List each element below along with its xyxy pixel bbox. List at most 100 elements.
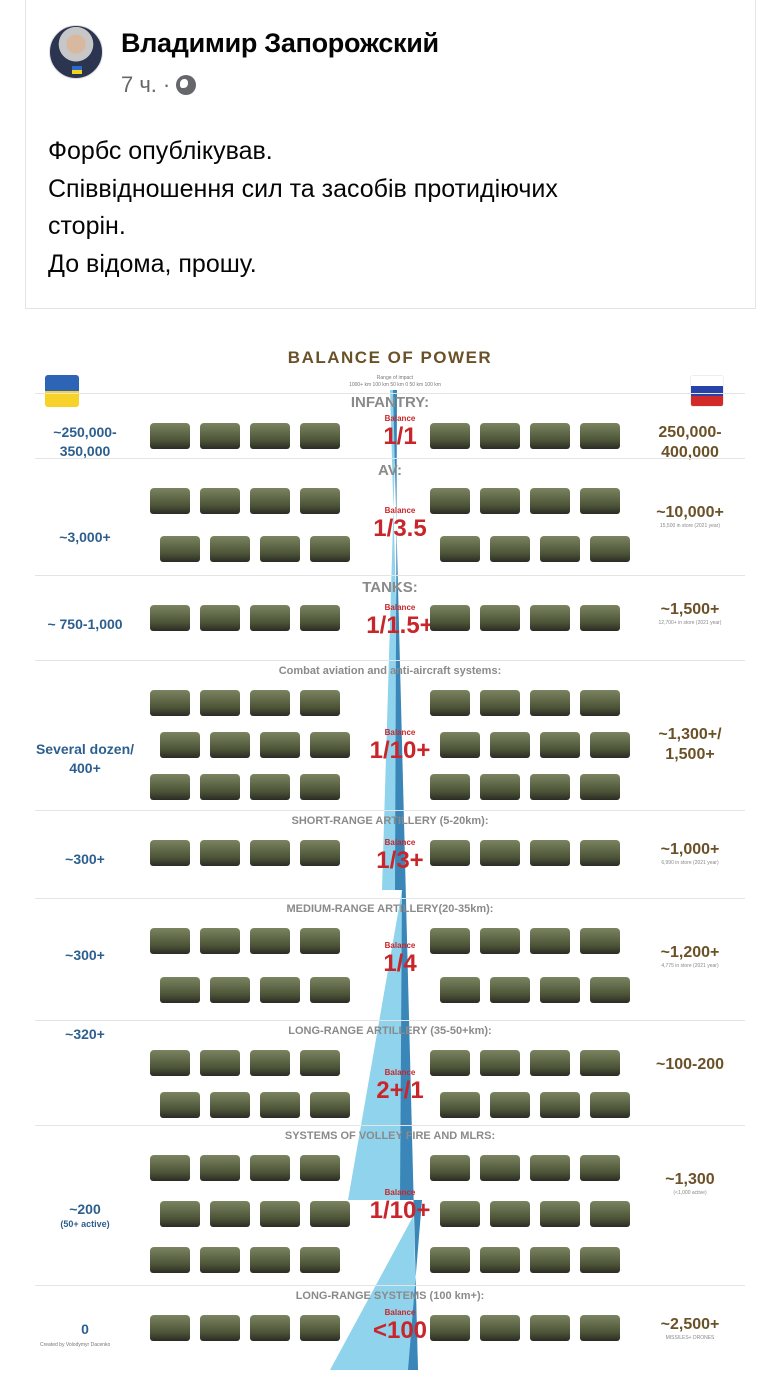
russia-count: ~1,300: [665, 1171, 715, 1188]
vehicle-image: [440, 1091, 480, 1118]
section-heading: INFANTRY:: [350, 394, 430, 411]
post-text-line: Форбс опублікував.: [48, 137, 273, 165]
vehicle-image: [150, 1155, 190, 1181]
vehicle-image: [430, 1155, 470, 1181]
russia-count: ~10,000+: [656, 504, 724, 521]
vehicle-image: [480, 840, 520, 866]
balance-ratio: Balance 2+/1: [360, 1068, 440, 1104]
vehicle-image: [200, 423, 240, 449]
section: AV: ~3,000+ ~10,000+ 15,500 in store (202…: [30, 458, 750, 575]
vehicle-image: [200, 840, 240, 866]
vehicle-image: [150, 1050, 190, 1076]
vehicle-image: [150, 840, 190, 866]
range-label: Range of impact: [376, 375, 414, 381]
vehicle-image: [430, 605, 470, 631]
vehicle-image: [160, 535, 200, 562]
vehicle-image: [490, 732, 530, 758]
vehicle-image: [150, 423, 190, 449]
vehicle-image: [530, 488, 570, 514]
vehicle-image: [580, 928, 620, 954]
russia-count: ~1,300+/ 1,500+: [658, 726, 722, 763]
section-heading: SYSTEMS OF VOLLEY FIRE AND MLRS:: [284, 1130, 496, 1142]
divider: [35, 898, 745, 899]
vehicle-image: [300, 1155, 340, 1181]
vehicle-image: [300, 1315, 340, 1341]
vehicle-image: [300, 690, 340, 716]
vehicle-image: [580, 1247, 620, 1273]
ukraine-note: (50+ active): [60, 1219, 110, 1229]
vehicle-image: [530, 1155, 570, 1181]
vehicle-image: [490, 1201, 530, 1227]
vehicle-image: [490, 535, 530, 562]
vehicle-image: [430, 840, 470, 866]
balance-ratio: Balance 1/3.5: [360, 506, 440, 542]
post-text: Форбс опублікував. Співвідношення сил та…: [48, 133, 558, 283]
vehicle-image: [480, 1050, 520, 1076]
vehicle-image: [250, 1247, 290, 1273]
ukraine-flag-icon: [45, 375, 79, 407]
section-heading: LONG-RANGE ARTILLERY (35-50+km):: [288, 1025, 492, 1037]
vehicle-image: [250, 1050, 290, 1076]
author-name[interactable]: Владимир Запорожский: [121, 28, 439, 58]
vehicle-image: [250, 605, 290, 631]
russia-value: ~1,300 (<1,000 active): [635, 1170, 745, 1197]
vehicle-image: [530, 423, 570, 449]
vehicle-image: [250, 1155, 290, 1181]
ukraine-value: ~250,000-350,000: [35, 423, 135, 461]
vehicle-image: [310, 977, 350, 1003]
russia-count: ~100-200: [655, 1056, 725, 1073]
russia-value: 250,000-400,000: [635, 423, 745, 463]
russia-note: 12,700+ in store (2021 year): [658, 620, 722, 626]
section-heading: SHORT-RANGE ARTILLERY (5-20km):: [291, 815, 489, 827]
vehicle-image: [440, 1201, 480, 1227]
range-ticks: 1000+ km 100 km 50 km 0 50 km 100 km: [349, 382, 441, 388]
vehicle-image: [200, 488, 240, 514]
vehicle-image: [580, 488, 620, 514]
infographic-image[interactable]: BALANCE OF POWER Range of impact 1000+ k…: [30, 330, 750, 1375]
divider: [35, 1125, 745, 1126]
globe-icon: [176, 75, 197, 95]
post-card: Владимир Запорожский 7 ч. · Форбс опублі…: [25, 0, 756, 309]
vehicle-image: [200, 928, 240, 954]
section-heading: AV:: [378, 462, 402, 479]
vehicle-image: [250, 840, 290, 866]
divider: [35, 1020, 745, 1021]
balance-label: Balance: [384, 941, 416, 950]
balance-ratio: Balance 1/1: [360, 414, 440, 450]
balance-ratio: Balance 1/10+: [360, 728, 440, 764]
vehicle-image: [530, 690, 570, 716]
post-time[interactable]: 7 ч.: [121, 72, 157, 97]
vehicle-image: [150, 1315, 190, 1341]
vehicle-image: [530, 605, 570, 631]
vehicle-image: [300, 605, 340, 631]
vehicle-image: [150, 488, 190, 514]
russia-count: ~2,500+: [660, 1316, 720, 1333]
vehicle-image: [160, 1201, 200, 1227]
ukraine-value: ~300+: [35, 850, 135, 869]
vehicle-image: [540, 732, 580, 758]
vehicle-image: [310, 1201, 350, 1227]
avatar[interactable]: [49, 25, 103, 79]
section: INFANTRY: ~250,000-350,000 250,000-400,0…: [30, 393, 750, 461]
vehicle-image: [250, 928, 290, 954]
vehicle-image: [580, 840, 620, 866]
vehicle-image: [480, 605, 520, 631]
ratio-value: 1/10+: [369, 1197, 431, 1224]
vehicle-image: [300, 423, 340, 449]
section: SHORT-RANGE ARTILLERY (5-20km): ~300+ ~1…: [30, 810, 750, 895]
ukraine-value: ~320+: [35, 1025, 135, 1044]
vehicle-image: [530, 840, 570, 866]
infographic-title: BALANCE OF POWER: [287, 348, 493, 367]
vehicle-image: [480, 423, 520, 449]
vehicle-image: [480, 1315, 520, 1341]
vehicle-image: [440, 977, 480, 1003]
balance-label: Balance: [384, 603, 416, 612]
vehicle-image: [440, 732, 480, 758]
vehicle-image: [540, 1201, 580, 1227]
ukraine-count: ~320+: [65, 1026, 105, 1042]
russia-note: MISSILES+ DRONES: [665, 1335, 715, 1341]
balance-ratio: Balance 1/4: [360, 941, 440, 977]
ukraine-value: 0: [35, 1320, 135, 1339]
balance-label: Balance: [384, 506, 416, 515]
vehicle-image: [300, 1050, 340, 1076]
